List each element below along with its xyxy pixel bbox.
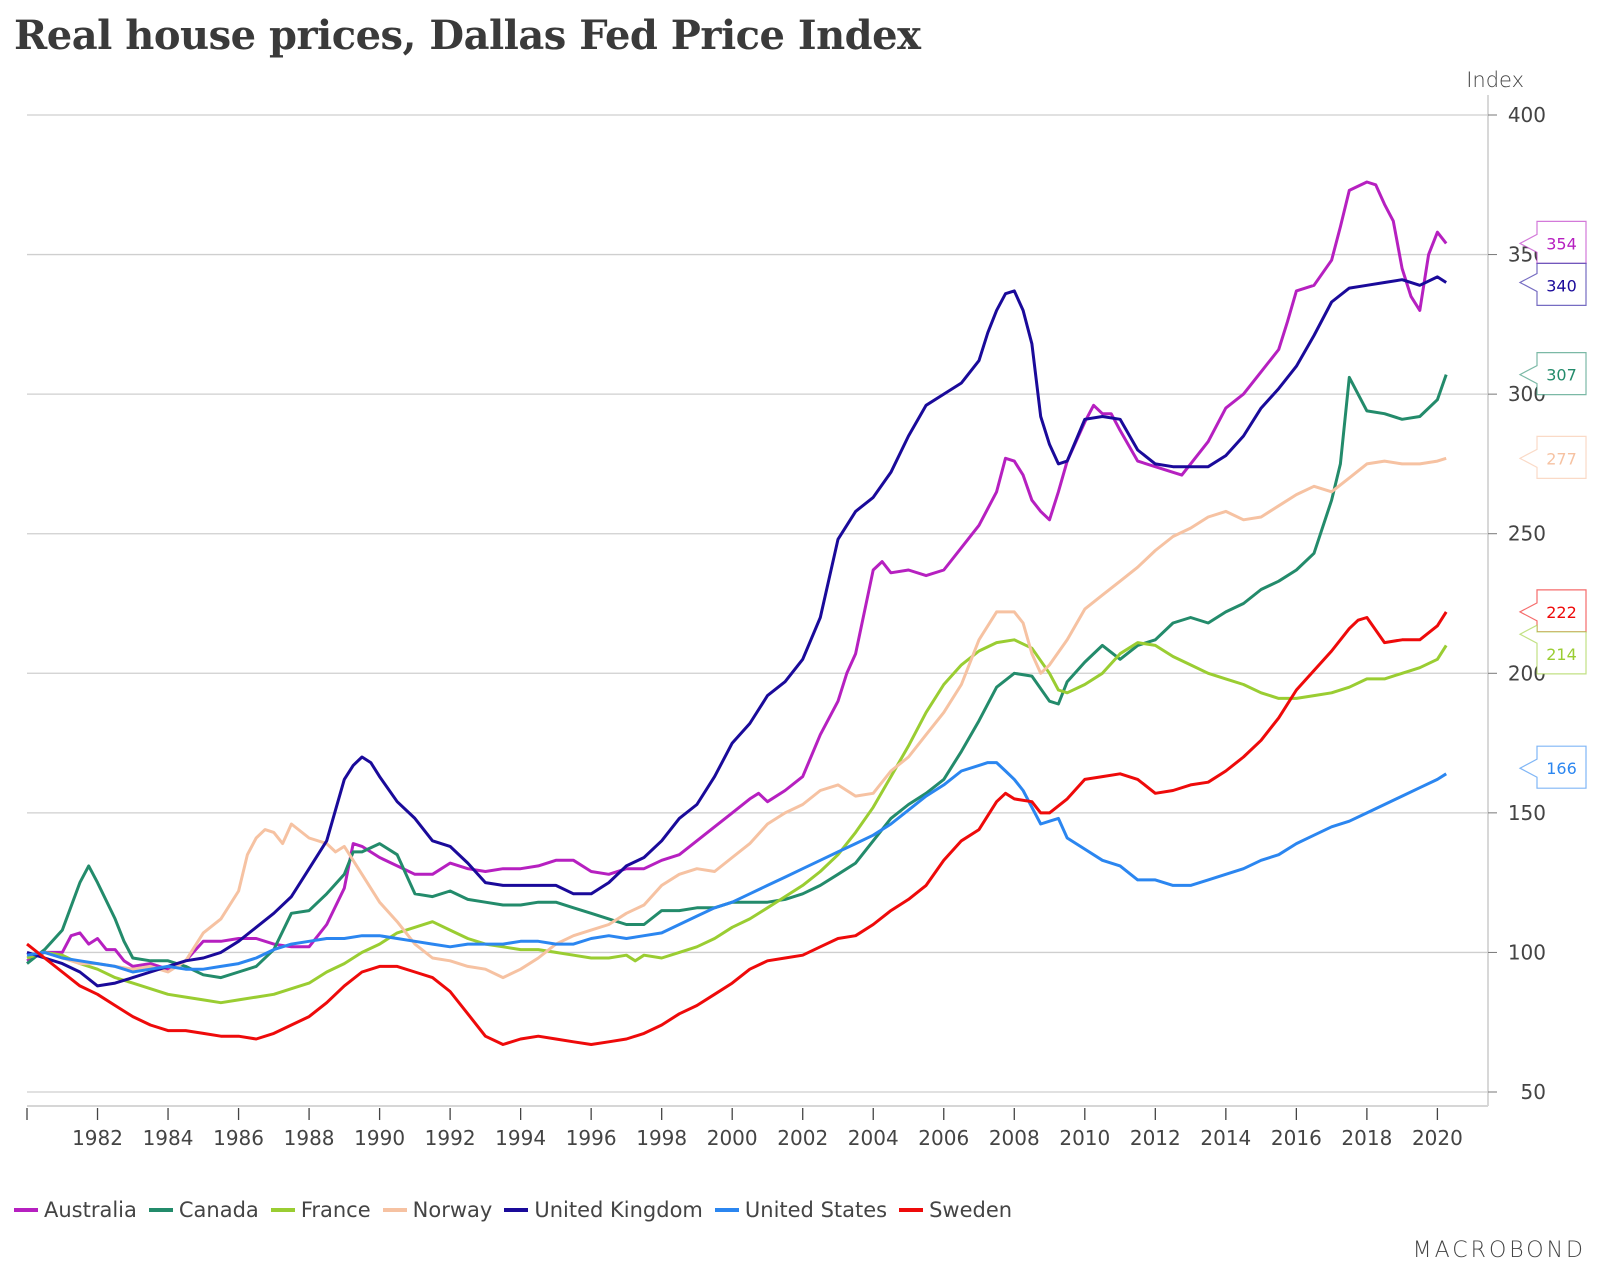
chart-title: Real house prices, Dallas Fed Price Inde…: [14, 12, 921, 59]
end-label-box: [1518, 352, 1587, 396]
x-tick-label: 2020: [1412, 1126, 1463, 1150]
legend-item-france: France: [270, 1198, 371, 1222]
y-tick-label: 150: [1508, 801, 1546, 825]
end-label-box: [1518, 435, 1587, 479]
y-axis-label: Index: [1466, 68, 1524, 92]
legend-swatch: [148, 1208, 173, 1212]
x-axis: 1982 1984 1986 1988 1990 1992 1994 1996 1998 2000…: [26, 1108, 1463, 1150]
x-tick-label: 2010: [1059, 1126, 1110, 1150]
series-line-sweden: [26, 611, 1448, 1046]
x-tick-label: 1996: [566, 1126, 617, 1150]
end-value-label: 277: [1546, 449, 1577, 468]
x-tick-label: 2014: [1200, 1126, 1251, 1150]
end-value-label: 222: [1546, 603, 1577, 622]
x-tick-label: 2006: [918, 1126, 969, 1150]
x-tick-label: 2012: [1130, 1126, 1181, 1150]
end-label-box: [1518, 262, 1587, 307]
legend-label: France: [300, 1198, 371, 1222]
series-line-france: [26, 638, 1448, 1005]
gridlines: [27, 95, 1489, 1107]
legend-item-united-states: United States: [714, 1198, 888, 1222]
y-tick-label: 400: [1508, 103, 1546, 127]
x-tick-label: 1986: [213, 1126, 264, 1150]
legend-swatch: [714, 1208, 739, 1212]
x-tick-label: 1992: [425, 1126, 476, 1150]
x-tick-label: 2018: [1341, 1126, 1392, 1150]
legend-label: Canada: [178, 1198, 259, 1222]
legend-label: Norway: [412, 1198, 493, 1222]
legend-label: Australia: [44, 1198, 137, 1222]
end-label-box: [1518, 220, 1587, 265]
legend: Australia Canada France Norway United Kingdo…: [14, 1198, 1024, 1222]
macrobond-logo: MACROBOND: [1412, 1238, 1586, 1263]
legend-swatch: [899, 1208, 924, 1212]
end-value-label: 354: [1546, 234, 1577, 253]
x-tick-label: 2016: [1271, 1126, 1322, 1150]
legend-item-australia: Australia: [14, 1198, 137, 1222]
end-value-labels: 354 340 307 277 222 214 166: [1518, 220, 1587, 789]
legend-swatch: [270, 1208, 295, 1212]
x-tick-label: 2008: [989, 1126, 1040, 1150]
legend-label: United States: [744, 1198, 888, 1222]
legend-item-sweden: Sweden: [899, 1198, 1012, 1222]
series-line-australia: [26, 180, 1448, 971]
x-tick-label: 1982: [72, 1126, 123, 1150]
legend-swatch: [504, 1208, 529, 1212]
end-label-box: [1518, 745, 1587, 789]
end-value-label: 340: [1546, 276, 1577, 295]
x-tick-label: 1998: [636, 1126, 687, 1150]
end-value-label: 166: [1546, 759, 1577, 778]
series-lines: [26, 180, 1448, 1046]
series-line-norway: [26, 456, 1447, 980]
x-tick-label: 1994: [495, 1126, 546, 1150]
legend-swatch: [14, 1208, 38, 1212]
legend-item-united-kingdom: United Kingdom: [504, 1198, 703, 1222]
legend-item-canada: Canada: [148, 1198, 259, 1222]
y-tick-label: 250: [1508, 522, 1546, 546]
end-label-box: [1518, 624, 1587, 675]
x-tick-label: 2004: [848, 1126, 899, 1150]
x-tick-label: 1990: [354, 1126, 405, 1150]
plot-frame: [27, 95, 1488, 1106]
x-tick-label: 2000: [707, 1126, 758, 1150]
x-tick-label: 2002: [777, 1126, 828, 1150]
series-line-united-kingdom: [26, 275, 1448, 988]
x-tick-label: 1984: [143, 1126, 194, 1150]
y-tick-label: 100: [1508, 940, 1546, 964]
y-tick-label: 50: [1521, 1080, 1546, 1104]
legend-label: United Kingdom: [534, 1198, 703, 1222]
series-line-united-states: [26, 761, 1448, 974]
legend-item-norway: Norway: [382, 1198, 493, 1222]
end-value-label: 214: [1546, 645, 1577, 664]
legend-label: Sweden: [929, 1198, 1013, 1222]
x-tick-label: 1988: [284, 1126, 335, 1150]
end-value-label: 307: [1546, 366, 1577, 385]
legend-swatch: [382, 1208, 407, 1212]
